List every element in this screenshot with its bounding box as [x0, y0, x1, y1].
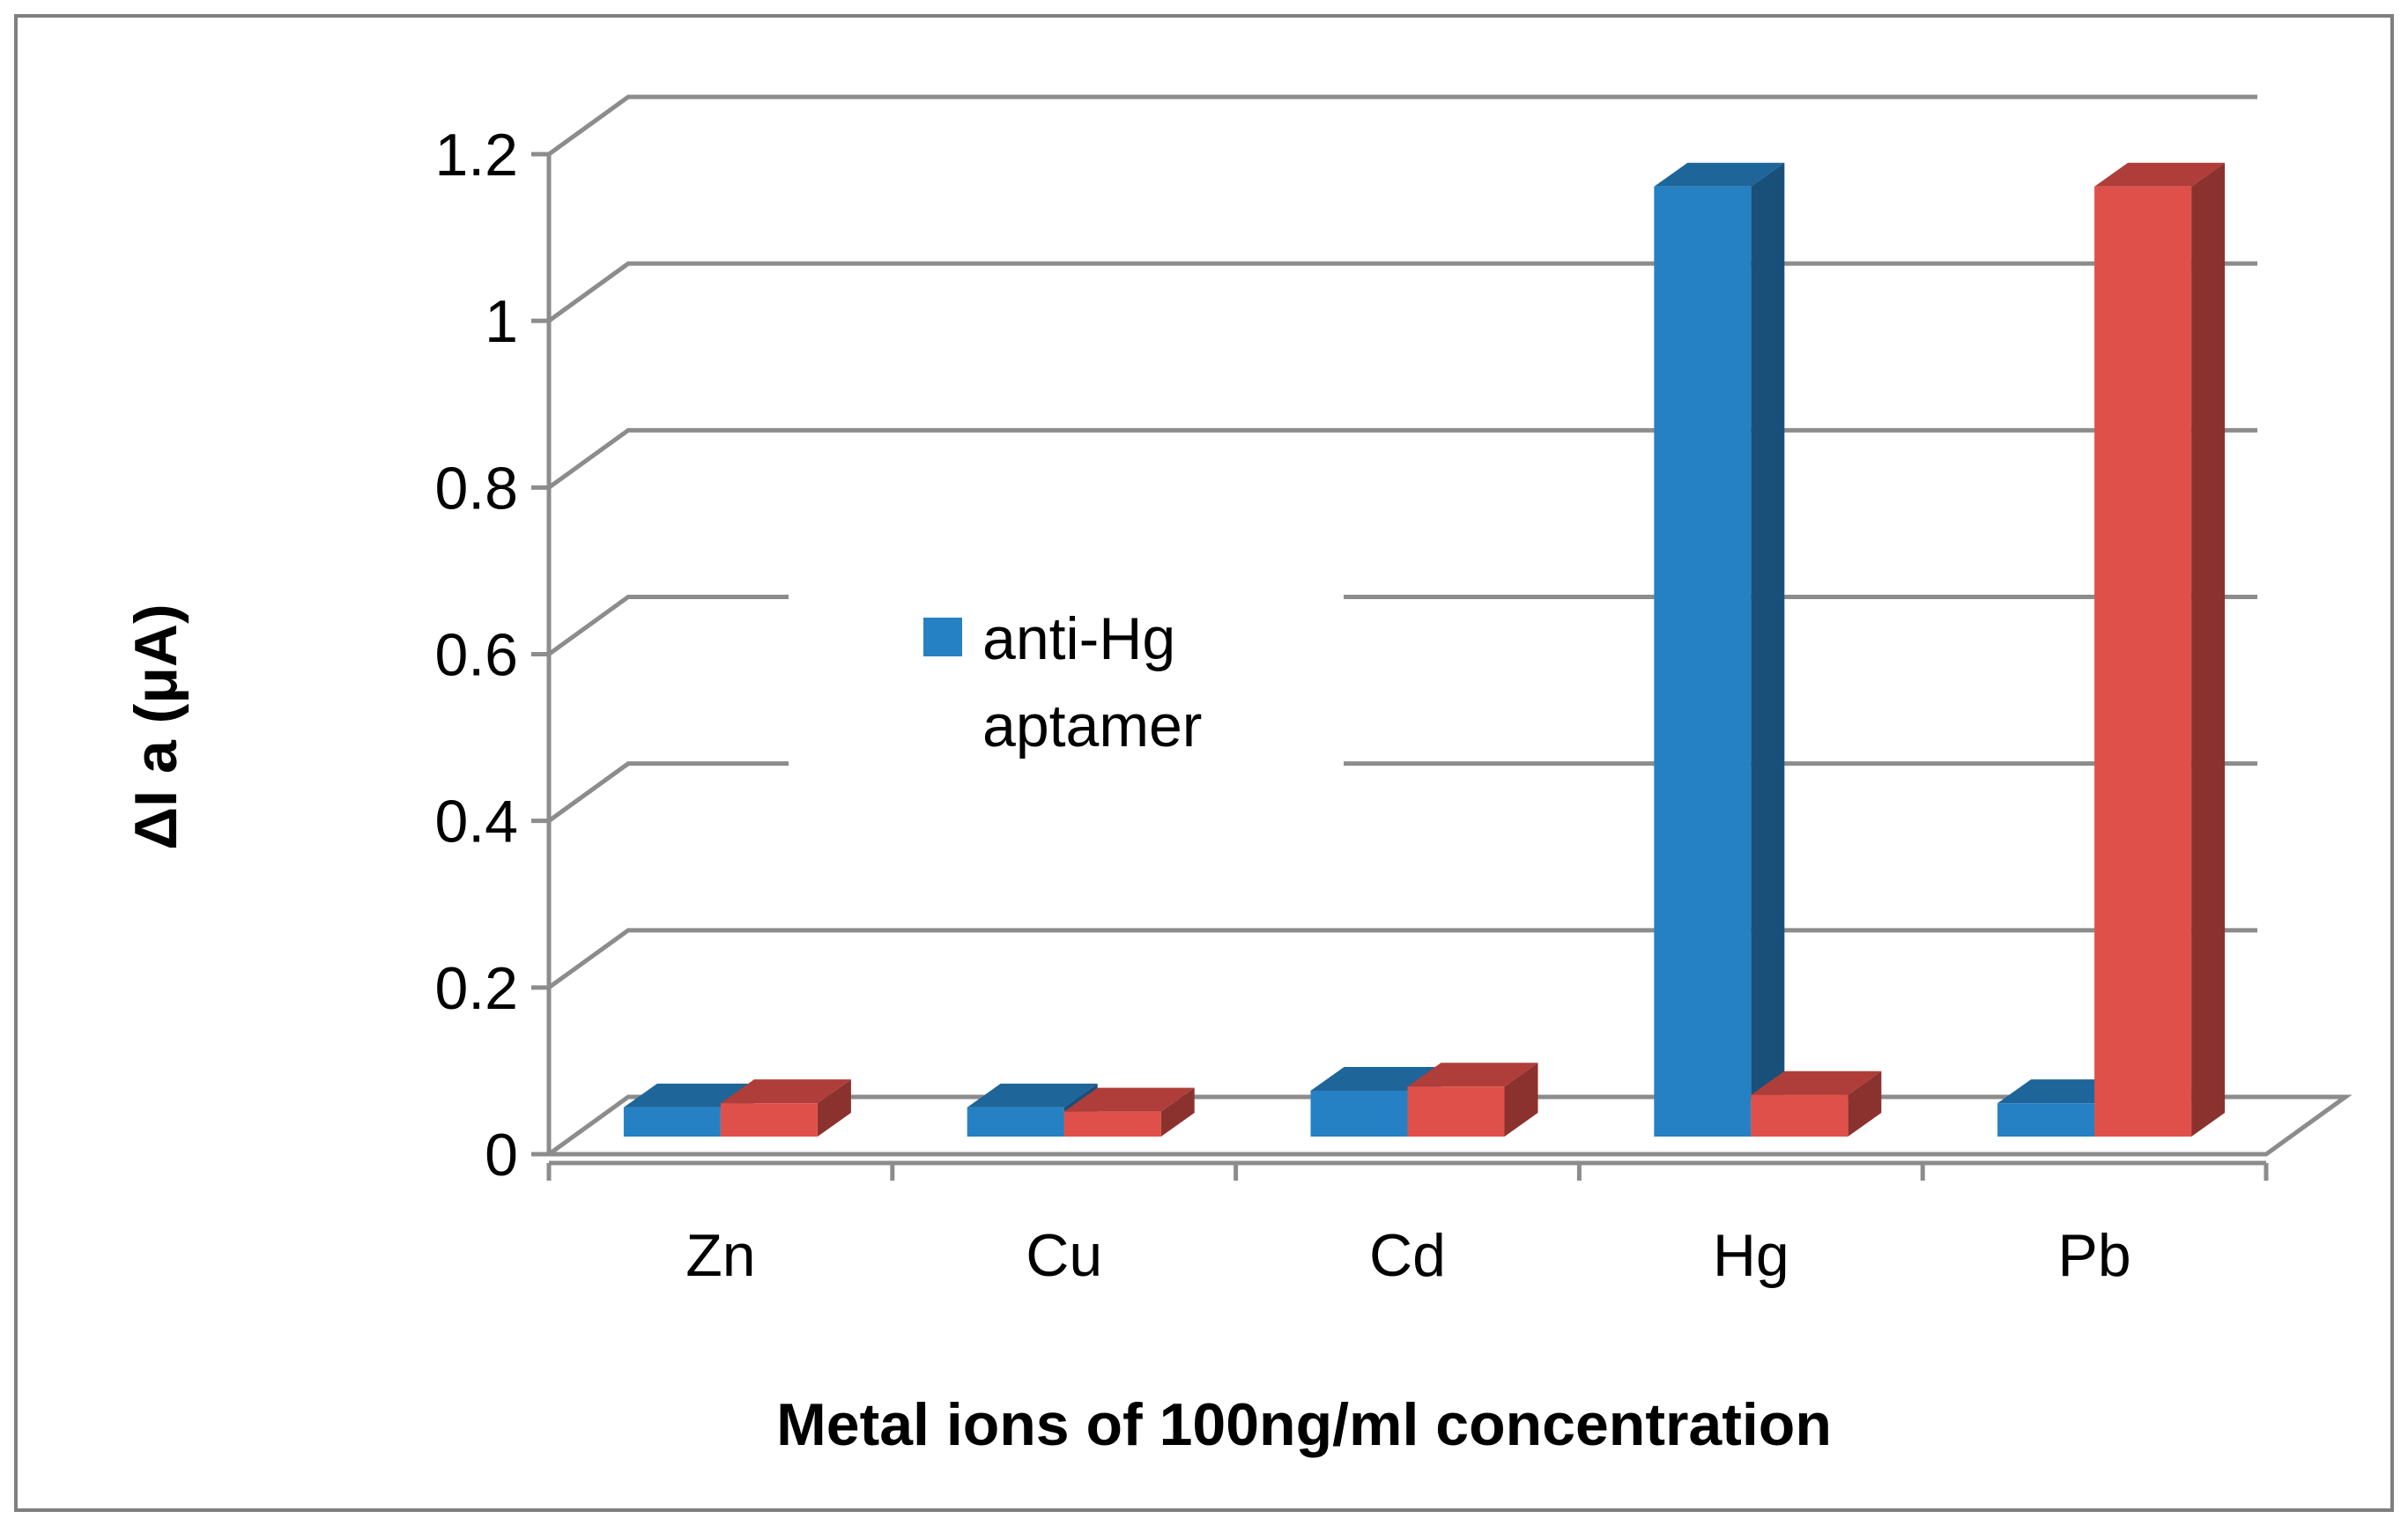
bar-hg-series-2-front — [1751, 1094, 1849, 1137]
legend-swatch-anti-hg — [923, 618, 962, 656]
bar-cd-series-1-top — [1310, 1066, 1441, 1091]
bar-pb-series-2-side — [2191, 162, 2226, 1137]
bar-pb-series-2 — [2094, 162, 2226, 1137]
x-axis-title: Metal ions of 100ng/ml concentration — [776, 1391, 1832, 1458]
labels: 0 0.2 0.4 0.6 0.8 1 1.2 Zn Cu Cd Hg Pb — [434, 122, 2130, 1289]
bar-pb-series-2-front — [2094, 186, 2192, 1137]
bar-zn-series-2 — [720, 1079, 851, 1137]
bars — [623, 162, 2226, 1137]
bar-cd-series-1-front — [1310, 1090, 1408, 1137]
legend: anti-Hg aptamer — [789, 573, 1344, 793]
x-category-label: Cu — [1026, 1222, 1102, 1289]
y-tick-label: 0.4 — [434, 789, 518, 856]
bar-cu-series-2-side — [1160, 1087, 1195, 1137]
y-tick-label: 0.2 — [434, 955, 518, 1022]
y-tick-label: 1 — [485, 288, 518, 355]
y-axis-title: ΔI a (μA) — [122, 604, 189, 849]
bar-zn-series-2-front — [720, 1103, 818, 1137]
legend-background — [789, 573, 1344, 793]
bar-cu-series-2-front — [1063, 1111, 1161, 1137]
bar-pb-series-2-top — [2094, 162, 2226, 187]
bar-cu-series-2-top — [1063, 1087, 1195, 1112]
bar-hg-series-2-side — [1848, 1070, 1882, 1137]
x-category-label: Zn — [685, 1222, 755, 1289]
bar-hg-series-1-top — [1654, 162, 1785, 187]
x-category-label: Pb — [2058, 1222, 2131, 1289]
bar-hg-series-1 — [1654, 162, 1785, 1137]
bar-cd-series-2-side — [1504, 1063, 1538, 1137]
bar-hg-series-2 — [1751, 1070, 1882, 1137]
y-tick-label: 0.8 — [434, 455, 518, 522]
bar-cu-series-1-top — [967, 1083, 1098, 1107]
x-category-label: Hg — [1713, 1222, 1789, 1289]
legend-label-line1: anti-Hg — [982, 605, 1175, 672]
x-category-label: Cd — [1369, 1222, 1446, 1289]
bar-zn-series-1-front — [623, 1107, 721, 1137]
bar-hg-series-1-side — [1751, 162, 1785, 1137]
y-tick-label: 0 — [485, 1122, 518, 1189]
bar-zn-series-2-top — [720, 1079, 851, 1104]
bar-cd-series-2 — [1407, 1063, 1538, 1137]
y-tick-label: 1.2 — [434, 122, 518, 189]
floor-outline — [542, 1094, 2352, 1157]
legend-label-line2: aptamer — [982, 693, 1202, 759]
bar-cd-series-2-front — [1407, 1086, 1505, 1137]
bar-hg-series-2-top — [1751, 1070, 1882, 1095]
bar-cu-series-2 — [1063, 1087, 1195, 1137]
chart-floor — [542, 1094, 2352, 1157]
bar-cu-series-1-front — [967, 1107, 1064, 1137]
bar-zn-series-1-top — [623, 1083, 754, 1107]
bar-hg-series-1-front — [1654, 186, 1752, 1137]
bar-zn-series-2-side — [817, 1079, 851, 1137]
bar-cd-series-2-top — [1407, 1063, 1538, 1087]
bar-pb-series-1-front — [1997, 1103, 2095, 1137]
gridline — [547, 94, 2257, 157]
y-tick-label: 0.6 — [434, 622, 518, 689]
axes — [531, 152, 2269, 1181]
